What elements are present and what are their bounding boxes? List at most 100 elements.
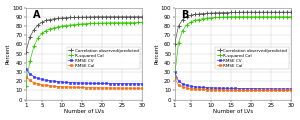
R-squared Cal [40, 33, 44, 34]
Correlation observed/predicted [181, 19, 184, 20]
R-squared Cal [217, 16, 220, 18]
Correlation observed/predicted [88, 16, 92, 18]
Correlation observed/predicted [221, 12, 224, 13]
R-squared Cal [261, 16, 265, 18]
RMSE Cal [84, 87, 88, 88]
RMSE Cal [225, 90, 229, 91]
Correlation observed/predicted [273, 11, 277, 13]
RMSE Cal [281, 90, 285, 91]
RMSE CV [88, 82, 92, 84]
Y-axis label: Percent: Percent [6, 43, 10, 64]
R-squared Cal [229, 16, 232, 18]
R-squared Cal [249, 16, 253, 18]
Line: Correlation observed/predicted: Correlation observed/predicted [24, 15, 144, 54]
RMSE Cal [121, 87, 124, 89]
RMSE CV [173, 71, 176, 73]
RMSE Cal [237, 90, 241, 91]
Correlation observed/predicted [116, 16, 120, 18]
RMSE Cal [44, 85, 48, 86]
RMSE CV [229, 88, 232, 89]
Correlation observed/predicted [201, 13, 204, 14]
Correlation observed/predicted [225, 12, 229, 13]
RMSE Cal [273, 90, 277, 91]
R-squared Cal [245, 16, 249, 18]
RMSE Cal [108, 87, 112, 89]
RMSE CV [189, 86, 192, 87]
RMSE CV [140, 83, 144, 85]
RMSE Cal [193, 88, 196, 90]
RMSE CV [116, 83, 120, 84]
RMSE Cal [36, 83, 40, 85]
RMSE Cal [249, 90, 253, 91]
RMSE CV [128, 83, 132, 84]
R-squared Cal [140, 22, 144, 23]
R-squared Cal [289, 16, 293, 18]
Correlation observed/predicted [281, 11, 285, 13]
RMSE CV [185, 85, 188, 86]
RMSE CV [104, 83, 108, 84]
RMSE Cal [261, 90, 265, 91]
RMSE CV [124, 83, 128, 84]
Line: R-squared Cal: R-squared Cal [24, 21, 144, 87]
Correlation observed/predicted [72, 17, 76, 18]
Correlation observed/predicted [277, 11, 281, 13]
RMSE Cal [64, 86, 68, 88]
Correlation observed/predicted [257, 11, 261, 13]
RMSE CV [249, 88, 253, 89]
RMSE CV [136, 83, 140, 85]
RMSE Cal [289, 90, 293, 91]
RMSE Cal [133, 87, 136, 89]
RMSE CV [265, 88, 269, 90]
R-squared Cal [285, 16, 289, 18]
Correlation observed/predicted [60, 17, 64, 19]
Correlation observed/predicted [36, 24, 40, 26]
RMSE Cal [136, 87, 140, 89]
R-squared Cal [76, 23, 80, 25]
R-squared Cal [277, 16, 281, 18]
RMSE CV [44, 80, 48, 81]
R-squared Cal [241, 16, 244, 18]
RMSE Cal [40, 84, 44, 86]
RMSE Cal [269, 90, 273, 91]
R-squared Cal [213, 17, 217, 18]
RMSE Cal [197, 89, 200, 90]
Correlation observed/predicted [177, 25, 180, 27]
X-axis label: Number of LVs: Number of LVs [213, 109, 253, 114]
R-squared Cal [133, 22, 136, 23]
Correlation observed/predicted [40, 22, 44, 23]
RMSE CV [273, 88, 277, 90]
RMSE CV [193, 86, 196, 87]
Line: RMSE CV: RMSE CV [173, 71, 292, 90]
Correlation observed/predicted [121, 16, 124, 18]
R-squared Cal [56, 26, 60, 28]
RMSE Cal [112, 87, 116, 89]
Correlation observed/predicted [104, 16, 108, 18]
RMSE CV [100, 83, 104, 84]
RMSE CV [72, 82, 76, 84]
RMSE CV [253, 88, 256, 89]
R-squared Cal [96, 22, 100, 24]
RMSE CV [36, 78, 40, 79]
RMSE CV [269, 88, 273, 90]
RMSE CV [205, 87, 208, 88]
Correlation observed/predicted [249, 11, 253, 13]
RMSE Cal [229, 90, 232, 91]
R-squared Cal [257, 16, 261, 18]
Correlation observed/predicted [108, 16, 112, 18]
Correlation observed/predicted [253, 11, 256, 13]
RMSE Cal [60, 86, 64, 87]
RMSE Cal [32, 82, 36, 84]
R-squared Cal [72, 24, 76, 25]
Correlation observed/predicted [289, 11, 293, 13]
RMSE CV [177, 80, 180, 82]
Correlation observed/predicted [128, 16, 132, 18]
R-squared Cal [44, 30, 48, 31]
RMSE CV [221, 87, 224, 89]
R-squared Cal [205, 17, 208, 19]
Correlation observed/predicted [48, 19, 52, 20]
RMSE CV [237, 88, 241, 89]
R-squared Cal [68, 24, 72, 26]
RMSE Cal [92, 87, 96, 88]
Line: RMSE CV: RMSE CV [25, 68, 144, 85]
Correlation observed/predicted [173, 44, 176, 45]
